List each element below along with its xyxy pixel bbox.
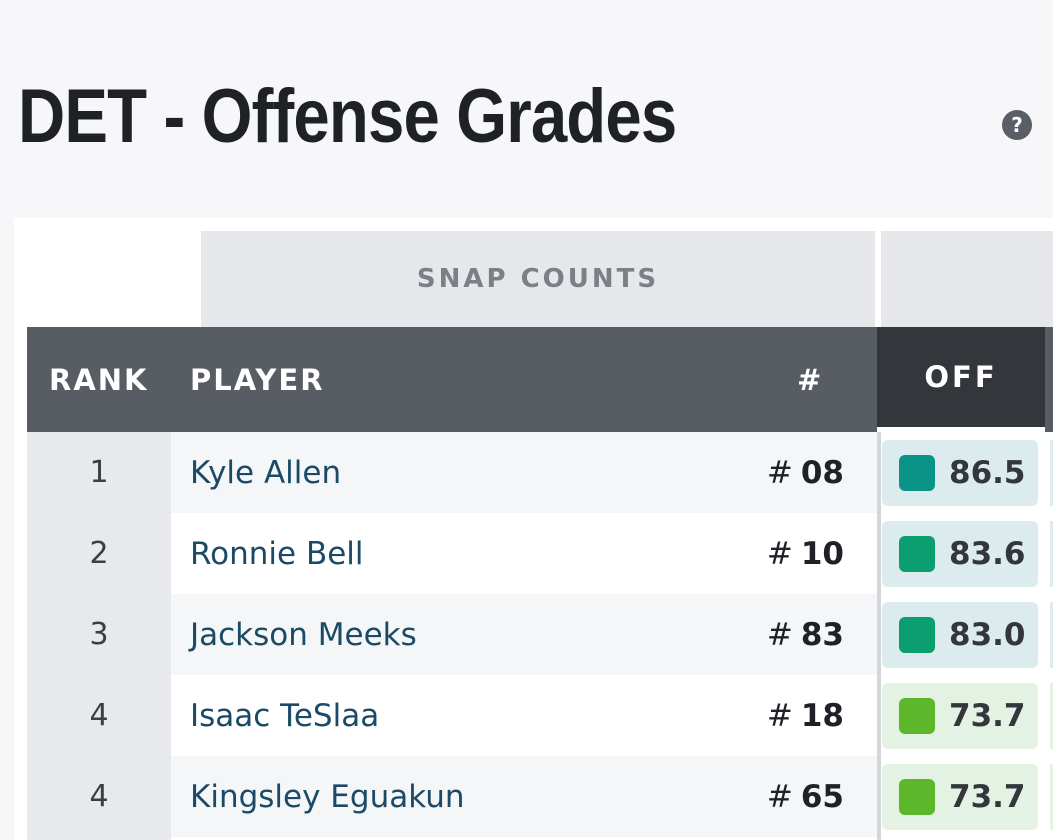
- column-header-rank[interactable]: RANK: [49, 362, 149, 397]
- grade-color-swatch: [899, 617, 935, 653]
- row-background: [171, 675, 877, 756]
- row-background: [171, 513, 877, 594]
- jersey-hash: #: [766, 616, 793, 653]
- jersey-number-value: 18: [800, 697, 844, 734]
- off-grade-cell: 83.6: [882, 521, 1038, 587]
- column-header-off[interactable]: OFF: [877, 327, 1045, 432]
- row-background: [171, 594, 877, 675]
- next-column-cell: [1050, 440, 1053, 506]
- off-grade-cell: 86.5: [882, 440, 1038, 506]
- rank-cell: 1: [89, 455, 109, 490]
- rank-cell: 3: [89, 617, 109, 652]
- off-grade-value: 83.0: [949, 617, 1026, 653]
- off-grade-cell: 83.0: [882, 602, 1038, 668]
- off-grade-cell: 73.7: [882, 764, 1038, 830]
- rank-cell: 4: [89, 698, 109, 733]
- group-header-grades: [881, 231, 1053, 327]
- jersey-number: #65: [767, 756, 844, 837]
- jersey-number: #08: [767, 432, 844, 513]
- grade-color-swatch: [899, 698, 935, 734]
- page-title: DET - Offense Grades: [18, 74, 677, 159]
- rank-cell: 2: [89, 536, 109, 571]
- row-background: [171, 756, 877, 837]
- next-column-cell: [1050, 521, 1053, 587]
- jersey-number: #83: [767, 594, 844, 675]
- player-link[interactable]: Ronnie Bell: [190, 535, 364, 572]
- grade-color-swatch: [899, 455, 935, 491]
- column-divider: [877, 432, 881, 840]
- next-column-cell: [1050, 764, 1053, 830]
- jersey-hash: #: [766, 697, 793, 734]
- jersey-hash: #: [766, 778, 793, 815]
- off-grade-value: 73.7: [949, 698, 1026, 734]
- next-column-cell: [1050, 602, 1053, 668]
- jersey-hash: #: [766, 535, 793, 572]
- grade-color-swatch: [899, 779, 935, 815]
- rank-cell: 4: [89, 779, 109, 814]
- jersey-number: #10: [767, 513, 844, 594]
- off-grade-value: 83.6: [949, 536, 1026, 572]
- group-header-snap-counts: SNAP COUNTS: [201, 231, 875, 327]
- off-grade-cell: 73.7: [882, 683, 1038, 749]
- jersey-number-value: 65: [800, 778, 844, 815]
- row-background: [171, 432, 877, 513]
- question-circle-icon[interactable]: ?: [1002, 110, 1032, 140]
- grade-color-swatch: [899, 536, 935, 572]
- player-link[interactable]: Jackson Meeks: [190, 616, 417, 653]
- column-header-next: [1045, 327, 1053, 432]
- off-grade-value: 73.7: [949, 779, 1026, 815]
- table-row[interactable]: 4 Kingsley Eguakun #65 73.7: [0, 756, 1053, 837]
- player-link[interactable]: Kingsley Eguakun: [190, 778, 465, 815]
- jersey-number-value: 83: [800, 616, 844, 653]
- jersey-number-value: 10: [800, 535, 844, 572]
- table-row[interactable]: 1 Kyle Allen #08 86.5: [0, 432, 1053, 513]
- table-row[interactable]: 4 Isaac TeSlaa #18 73.7: [0, 675, 1053, 756]
- table-row[interactable]: 2 Ronnie Bell #10 83.6: [0, 513, 1053, 594]
- jersey-hash: #: [766, 454, 793, 491]
- off-grade-value: 86.5: [949, 455, 1026, 491]
- column-header-number[interactable]: #: [797, 362, 824, 397]
- column-header-bar: [27, 327, 877, 432]
- next-column-cell: [1050, 683, 1053, 749]
- player-link[interactable]: Isaac TeSlaa: [190, 697, 380, 734]
- jersey-number: #18: [767, 675, 844, 756]
- rank-column-bg: [27, 432, 171, 840]
- player-link[interactable]: Kyle Allen: [190, 454, 342, 491]
- jersey-number-value: 08: [800, 454, 844, 491]
- table-row[interactable]: 3 Jackson Meeks #83 83.0: [0, 594, 1053, 675]
- column-header-player[interactable]: PLAYER: [190, 362, 325, 397]
